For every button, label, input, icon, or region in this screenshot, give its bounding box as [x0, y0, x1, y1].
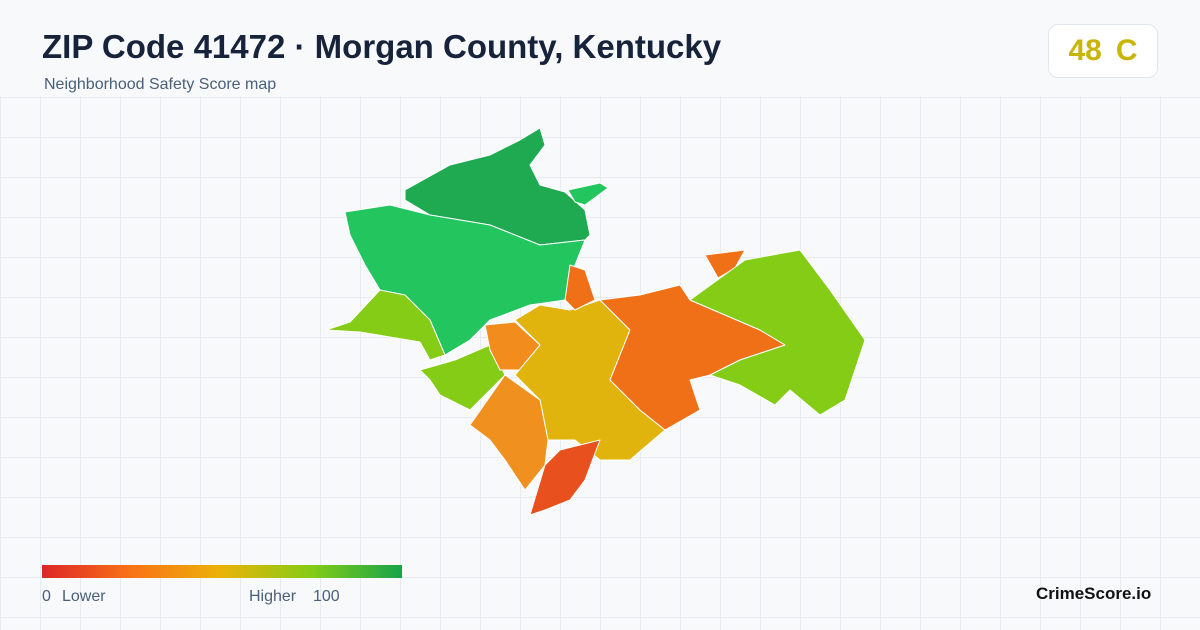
region — [689, 249, 866, 416]
title: ZIP Code 41472 · Morgan County, Kentucky — [42, 28, 722, 65]
subtitle: Neighborhood Safety Score map — [44, 76, 277, 93]
score-grade: C — [1115, 34, 1138, 67]
region — [344, 204, 586, 356]
legend-gradient — [42, 565, 402, 578]
region — [529, 439, 601, 516]
score-badge: 48 C — [1048, 24, 1158, 78]
region — [564, 264, 596, 311]
score-value: 48 — [1068, 34, 1102, 67]
region — [325, 289, 446, 361]
brand: CrimeScore.io — [1036, 584, 1152, 603]
legend-max: 100 — [313, 588, 340, 605]
legend-max-label: Higher — [249, 588, 297, 605]
legend-min: 0 — [42, 588, 51, 605]
header — [0, 0, 1200, 96]
legend-min-label: Lower — [62, 588, 106, 605]
region — [419, 344, 506, 411]
region — [567, 182, 609, 206]
